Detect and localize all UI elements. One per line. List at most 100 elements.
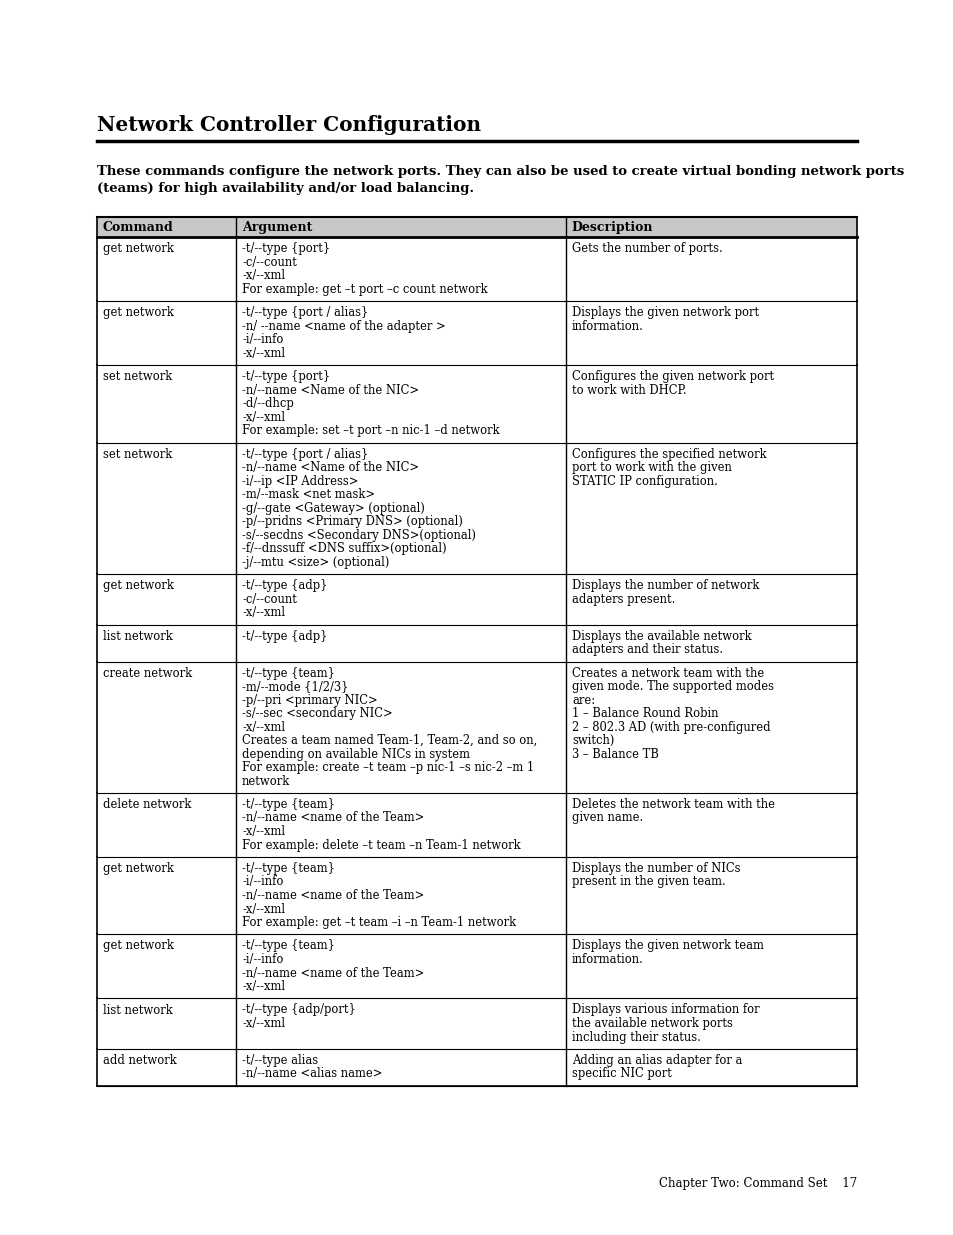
Text: For example: delete –t team –n Team-1 network: For example: delete –t team –n Team-1 ne… — [242, 839, 520, 851]
Text: -c/--count: -c/--count — [242, 256, 296, 268]
Text: -m/--mode {1/2/3}: -m/--mode {1/2/3} — [242, 680, 348, 693]
Text: -x/--xml: -x/--xml — [242, 825, 285, 839]
Text: Adding an alias adapter for a: Adding an alias adapter for a — [571, 1053, 741, 1067]
Text: -i/--info: -i/--info — [242, 333, 283, 346]
Text: Configures the specified network: Configures the specified network — [571, 447, 766, 461]
Text: adapters present.: adapters present. — [571, 593, 675, 605]
Text: -n/--name <name of the Team>: -n/--name <name of the Team> — [242, 967, 424, 979]
Text: information.: information. — [571, 953, 643, 966]
Text: Description: Description — [571, 221, 653, 233]
Text: get network: get network — [103, 242, 173, 254]
Text: get network: get network — [103, 862, 173, 876]
Text: get network: get network — [103, 306, 173, 319]
Text: depending on available NICs in system: depending on available NICs in system — [242, 747, 470, 761]
Text: -f/--dnssuff <DNS suffix>(optional): -f/--dnssuff <DNS suffix>(optional) — [242, 542, 446, 555]
Text: -t/--type {team}: -t/--type {team} — [242, 940, 335, 952]
Text: -p/--pridns <Primary DNS> (optional): -p/--pridns <Primary DNS> (optional) — [242, 515, 462, 529]
Text: -t/--type {adp}: -t/--type {adp} — [242, 579, 327, 592]
Text: Displays the number of NICs: Displays the number of NICs — [571, 862, 740, 876]
Text: -x/--xml: -x/--xml — [242, 269, 285, 282]
Text: present in the given team.: present in the given team. — [571, 876, 725, 888]
Text: adapters and their status.: adapters and their status. — [571, 643, 722, 656]
Text: given name.: given name. — [571, 811, 642, 825]
Text: -x/--xml: -x/--xml — [242, 606, 285, 619]
Text: Network Controller Configuration: Network Controller Configuration — [97, 115, 480, 135]
Text: network: network — [242, 774, 290, 788]
Text: set network: set network — [103, 370, 172, 383]
Text: -t/--type {adp/port}: -t/--type {adp/port} — [242, 1004, 355, 1016]
Text: -x/--xml: -x/--xml — [242, 903, 285, 915]
Text: For example: get –t team –i –n Team-1 network: For example: get –t team –i –n Team-1 ne… — [242, 916, 516, 929]
Text: list network: list network — [103, 630, 172, 642]
Text: 2 – 802.3 AD (with pre-configured: 2 – 802.3 AD (with pre-configured — [571, 720, 770, 734]
Text: Configures the given network port: Configures the given network port — [571, 370, 773, 383]
Text: Displays the number of network: Displays the number of network — [571, 579, 759, 592]
Text: -n/--name <name of the Team>: -n/--name <name of the Team> — [242, 889, 424, 902]
Text: -x/--xml: -x/--xml — [242, 347, 285, 359]
Text: -n/ --name <name of the adapter >: -n/ --name <name of the adapter > — [242, 320, 445, 332]
Text: -t/--type {team}: -t/--type {team} — [242, 862, 335, 876]
Text: specific NIC port: specific NIC port — [571, 1067, 671, 1081]
Text: -c/--count: -c/--count — [242, 593, 296, 605]
Text: add network: add network — [103, 1053, 176, 1067]
Text: create network: create network — [103, 667, 192, 679]
Text: -x/--xml: -x/--xml — [242, 720, 285, 734]
Text: -i/--info: -i/--info — [242, 953, 283, 966]
Text: Argument: Argument — [242, 221, 313, 233]
Text: -x/--xml: -x/--xml — [242, 1016, 285, 1030]
Text: Command: Command — [103, 221, 173, 233]
Text: -t/--type {port / alias}: -t/--type {port / alias} — [242, 447, 368, 461]
Text: -p/--pri <primary NIC>: -p/--pri <primary NIC> — [242, 694, 377, 706]
Text: -g/--gate <Gateway> (optional): -g/--gate <Gateway> (optional) — [242, 501, 424, 515]
Text: -i/--ip <IP Address>: -i/--ip <IP Address> — [242, 474, 358, 488]
Text: -j/--mtu <size> (optional): -j/--mtu <size> (optional) — [242, 556, 389, 568]
Bar — [97, 217, 856, 237]
Text: -m/--mask <net mask>: -m/--mask <net mask> — [242, 488, 375, 501]
Text: -t/--type {adp}: -t/--type {adp} — [242, 630, 327, 642]
Text: -n/--name <alias name>: -n/--name <alias name> — [242, 1067, 382, 1081]
Text: Creates a network team with the: Creates a network team with the — [571, 667, 763, 679]
Text: These commands configure the network ports. They can also be used to create virt: These commands configure the network por… — [97, 165, 903, 178]
Text: (teams) for high availability and/or load balancing.: (teams) for high availability and/or loa… — [97, 182, 474, 195]
Text: -t/--type {port}: -t/--type {port} — [242, 370, 330, 383]
Text: For example: get –t port –c count network: For example: get –t port –c count networ… — [242, 283, 487, 295]
Text: to work with DHCP.: to work with DHCP. — [571, 384, 686, 396]
Text: delete network: delete network — [103, 798, 192, 811]
Text: For example: create –t team –p nic-1 –s nic-2 –m 1: For example: create –t team –p nic-1 –s … — [242, 761, 534, 774]
Text: get network: get network — [103, 579, 173, 592]
Text: information.: information. — [571, 320, 643, 332]
Text: -n/--name <Name of the NIC>: -n/--name <Name of the NIC> — [242, 384, 418, 396]
Text: -t/--type {team}: -t/--type {team} — [242, 667, 335, 679]
Text: -x/--xml: -x/--xml — [242, 981, 285, 993]
Text: -s/--sec <secondary NIC>: -s/--sec <secondary NIC> — [242, 706, 393, 720]
Text: port to work with the given: port to work with the given — [571, 461, 731, 474]
Text: the available network ports: the available network ports — [571, 1016, 732, 1030]
Text: -t/--type {port}: -t/--type {port} — [242, 242, 330, 254]
Text: -t/--type alias: -t/--type alias — [242, 1053, 318, 1067]
Text: -n/--name <Name of the NIC>: -n/--name <Name of the NIC> — [242, 461, 418, 474]
Text: 1 – Balance Round Robin: 1 – Balance Round Robin — [571, 706, 718, 720]
Text: Displays the available network: Displays the available network — [571, 630, 751, 642]
Text: Displays the given network team: Displays the given network team — [571, 940, 763, 952]
Text: given mode. The supported modes: given mode. The supported modes — [571, 680, 773, 693]
Text: are:: are: — [571, 694, 595, 706]
Text: -x/--xml: -x/--xml — [242, 410, 285, 424]
Text: -t/--type {port / alias}: -t/--type {port / alias} — [242, 306, 368, 319]
Text: get network: get network — [103, 940, 173, 952]
Text: switch): switch) — [571, 734, 614, 747]
Text: set network: set network — [103, 447, 172, 461]
Text: Chapter Two: Command Set    17: Chapter Two: Command Set 17 — [659, 1177, 856, 1191]
Text: Creates a team named Team-1, Team-2, and so on,: Creates a team named Team-1, Team-2, and… — [242, 734, 537, 747]
Text: including their status.: including their status. — [571, 1030, 700, 1044]
Text: Displays various information for: Displays various information for — [571, 1004, 759, 1016]
Text: -s/--secdns <Secondary DNS>(optional): -s/--secdns <Secondary DNS>(optional) — [242, 529, 476, 541]
Text: Gets the number of ports.: Gets the number of ports. — [571, 242, 722, 254]
Text: STATIC IP configuration.: STATIC IP configuration. — [571, 474, 717, 488]
Text: -i/--info: -i/--info — [242, 876, 283, 888]
Text: For example: set –t port –n nic-1 –d network: For example: set –t port –n nic-1 –d net… — [242, 424, 499, 437]
Text: Deletes the network team with the: Deletes the network team with the — [571, 798, 774, 811]
Text: 3 – Balance TB: 3 – Balance TB — [571, 747, 659, 761]
Text: Displays the given network port: Displays the given network port — [571, 306, 759, 319]
Text: list network: list network — [103, 1004, 172, 1016]
Text: -d/--dhcp: -d/--dhcp — [242, 396, 294, 410]
